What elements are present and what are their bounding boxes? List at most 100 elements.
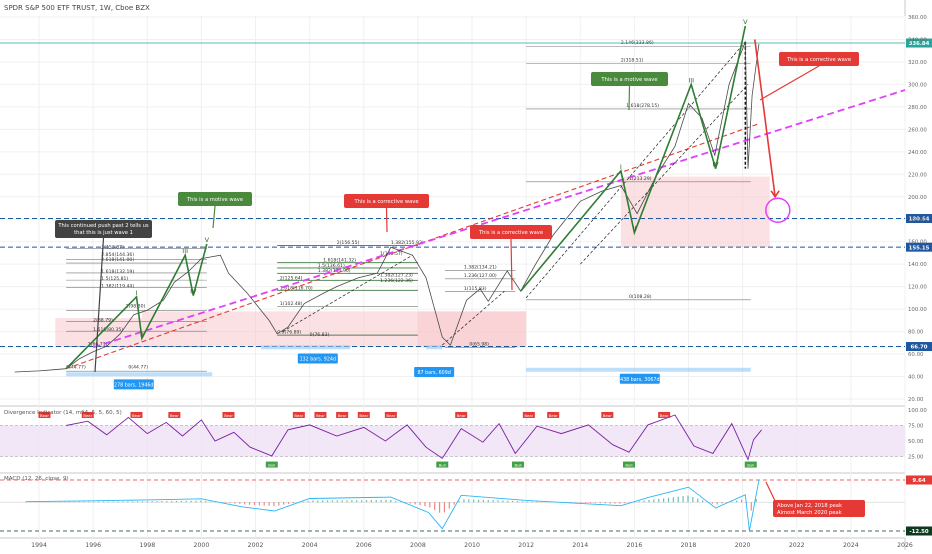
- indicator-y-tick-label: 25.00: [908, 455, 924, 461]
- macd-price-tag: [906, 526, 932, 536]
- divergence-indicator-panel: Bear Bear Bear Bear Bear Bear Bear Bear Bear Bear…: [0, 411, 905, 468]
- fib-label: 1.382(155.92): [391, 240, 424, 246]
- signal-tag: [130, 411, 143, 418]
- macd-price-tag: [906, 475, 932, 485]
- signal-tag-label: Bear: [224, 413, 233, 418]
- y-tick-label: 40.00: [908, 375, 924, 381]
- y-tick-label: 160.00: [908, 240, 927, 246]
- signal-tag-label: Bear: [83, 413, 92, 418]
- fib-label: 0(108.28): [629, 294, 652, 300]
- wave-label: II: [140, 330, 144, 338]
- fib-label: 2.618(141.00): [101, 257, 134, 263]
- fib-label: 1(66.71): [88, 342, 108, 348]
- signal-tag-label: Bear: [40, 413, 49, 418]
- signal-tag-label: Bear: [549, 413, 558, 418]
- fib-label: 2(88.79): [93, 318, 113, 324]
- y-tick-label: 360.00: [908, 15, 927, 21]
- y-tick-label: 100.00: [908, 307, 927, 313]
- price-tag-label: 336.84: [909, 41, 930, 47]
- magenta-trendline: [92, 89, 906, 349]
- indicator-title: Divergence Indicator (14, mfi4, 5, 5, 60…: [4, 410, 122, 416]
- wave-label: V: [205, 236, 210, 244]
- wave-label: IV: [712, 161, 719, 169]
- signal-tag-label: Bear: [603, 413, 612, 418]
- wave-label: III: [182, 247, 188, 255]
- range-box: [260, 345, 351, 350]
- fib-label: 1.618(278.15): [626, 103, 659, 109]
- fib-label: 2.854(144.36): [101, 252, 134, 258]
- signal-tag: [658, 411, 671, 418]
- fib-label: 1.382(134.21): [464, 265, 497, 271]
- annotation-text: This continued push past 2 tells us: [57, 223, 149, 229]
- fib-label: 1(98.80): [126, 303, 146, 309]
- y-tick-label: 120.00: [908, 285, 927, 291]
- annotation-pointer: [628, 85, 631, 111]
- range-box: [426, 345, 443, 350]
- annotation-box: [344, 194, 429, 208]
- motive-wave-line: [520, 25, 747, 292]
- indicator-band: [0, 425, 905, 457]
- signal-tag: [744, 461, 757, 468]
- y-tick-label: 280.00: [908, 105, 927, 111]
- fib-label: 1.618(80.35): [93, 327, 123, 333]
- chart-title: SPDR S&P 500 ETF TRUST, 1W, Cboe BZX: [4, 4, 150, 12]
- annotation-text: This is a corrective wave: [478, 230, 543, 236]
- fib-label: 1.382(131.90): [318, 268, 351, 274]
- annotation-pointer: [94, 237, 105, 373]
- annotation-pointer: [759, 65, 820, 101]
- annotation-pointer: [385, 207, 388, 233]
- signal-tag-label: Bear: [316, 413, 325, 418]
- signal-tag-label: Bear: [660, 413, 669, 418]
- y-tick-label: 60.00: [908, 352, 924, 358]
- x-tick-label: 2018: [681, 542, 697, 549]
- annotation-box: [55, 220, 152, 238]
- signal-tag-label: Bear: [132, 413, 141, 418]
- annotations: This continued push past 2 tells usthat …: [55, 52, 859, 373]
- motive-wave-line: [65, 243, 208, 370]
- signal-tag-label: Bear: [359, 413, 368, 418]
- annotation-text: This is a corrective wave: [353, 199, 418, 205]
- x-tick-label: 2016: [627, 542, 643, 549]
- annotation-text: This is a motive wave: [186, 197, 243, 203]
- black-dashed-line: [525, 41, 746, 299]
- wave-label: III: [688, 76, 694, 84]
- signal-tag-label: Bear: [170, 413, 179, 418]
- price-tag: [906, 214, 932, 224]
- shaded-zone: [417, 311, 527, 348]
- price-tag-label: 66.70: [910, 345, 927, 351]
- black-dashed-line: [282, 254, 413, 332]
- macd-panel: 9.64 -12.50 Above Jan 22, 2018 peakAlmost …: [0, 475, 932, 536]
- signal-tag: [601, 411, 614, 418]
- indicator-y-tick-label: 75.00: [908, 424, 924, 430]
- shaded-zones: [0, 176, 905, 457]
- horizontal-levels: 336.84 180.64 155.15 66.70: [0, 38, 932, 352]
- fib-label: 1.5(125.81): [101, 276, 128, 282]
- range-box: [66, 372, 213, 377]
- x-tick-label: 1996: [85, 542, 101, 549]
- signal-tag-label: Bear: [294, 413, 303, 418]
- fib-label: 2(318.51): [621, 57, 644, 63]
- signal-tag-label: Bull: [747, 462, 754, 467]
- annotation-box: [779, 52, 859, 66]
- fib-label: 2(156.55): [337, 240, 360, 246]
- x-tick-label: 2008: [410, 542, 426, 549]
- macd-annotation-text: Above Jan 22, 2018 peak: [777, 503, 842, 509]
- fib-label: 1.618(141.32): [323, 257, 356, 263]
- price-tag: [906, 242, 932, 252]
- fib-label: 0(65.98): [469, 342, 489, 348]
- signal-tag-label: Bear: [338, 413, 347, 418]
- annotation-box: [178, 192, 252, 206]
- indicator-line: [66, 414, 762, 461]
- fib-label: 1(213.29): [629, 176, 652, 182]
- black-dashed-line: [580, 84, 749, 265]
- fib-label: 0.9(76.89): [277, 329, 301, 335]
- macd-price-tag-label: 9.64: [912, 478, 926, 484]
- price-tag-label: 155.15: [909, 245, 930, 251]
- range-label-box: [414, 367, 455, 378]
- signal-tag-label: Bull: [439, 462, 446, 467]
- price-tag: [906, 342, 932, 352]
- signal-tag: [38, 411, 51, 418]
